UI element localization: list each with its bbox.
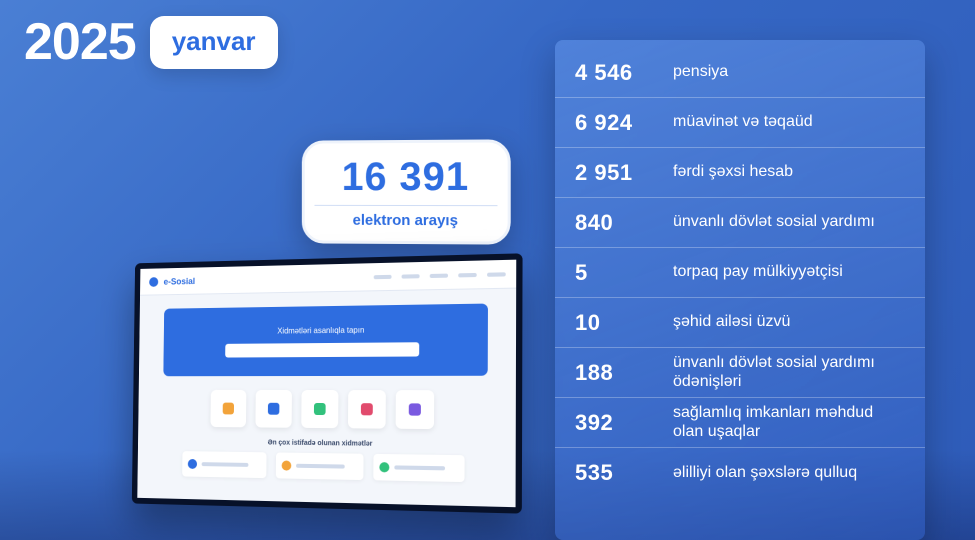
- stat-label: əlilliyi olan şəxslərə qulluq: [673, 464, 857, 482]
- card-text: [202, 462, 249, 467]
- service-tile: [396, 390, 435, 429]
- stat-row: 6 924 müavinət və təqaüd: [555, 98, 925, 148]
- monitor-mock: e-Sosial Xidmətləri asanlıqla tapın Ən ç…: [132, 253, 523, 513]
- stat-row: 2 951 fərdi şəxsi hesab: [555, 148, 925, 198]
- site-topbar: e-Sosial: [140, 260, 516, 296]
- stats-panel: 4 546 pensiya 6 924 müavinət və təqaüd 2…: [555, 40, 925, 540]
- total-value: 16 391: [314, 157, 497, 197]
- site-nav: [374, 272, 506, 279]
- stat-row: 392 sağlamlıq imkanları məhdud olan uşaq…: [555, 398, 925, 448]
- stat-value: 10: [575, 310, 673, 336]
- card-icon: [282, 461, 292, 471]
- tile-icon: [409, 403, 421, 415]
- service-tile: [210, 390, 246, 428]
- stat-label: fərdi şəxsi hesab: [673, 163, 793, 181]
- nav-item: [458, 272, 477, 276]
- total-badge: 16 391 elektron arayış: [302, 139, 511, 244]
- stat-value: 6 924: [575, 110, 673, 136]
- section-title: Ən çox istifadə olunan xidmətlər: [138, 438, 516, 450]
- site-brand: e-Sosial: [164, 276, 196, 286]
- nav-item: [430, 273, 448, 277]
- service-card: [182, 451, 266, 478]
- stat-value: 4 546: [575, 60, 673, 86]
- logo-icon: [149, 277, 158, 287]
- stat-label: torpaq pay mülkiyyətçisi: [673, 263, 843, 281]
- header: 2025 yanvar: [24, 12, 278, 72]
- stat-value: 392: [575, 410, 673, 436]
- stat-value: 535: [575, 460, 673, 486]
- stat-value: 2 951: [575, 160, 673, 186]
- service-tile: [348, 390, 386, 429]
- tile-icon: [314, 403, 326, 415]
- card-icon: [188, 459, 197, 469]
- site-hero: Xidmətləri asanlıqla tapın: [163, 304, 487, 377]
- stat-row: 840 ünvanlı dövlət sosial yardımı: [555, 198, 925, 248]
- stat-row: 4 546 pensiya: [555, 48, 925, 98]
- nav-item: [374, 274, 392, 278]
- stat-row: 5 torpaq pay mülkiyyətçisi: [555, 248, 925, 298]
- tile-icon: [223, 403, 234, 415]
- service-card: [276, 452, 364, 480]
- card-text: [296, 464, 345, 469]
- service-card: [373, 454, 464, 482]
- stat-label: ünvanlı dövlət sosial yardımı: [673, 213, 875, 231]
- stat-value: 188: [575, 360, 673, 386]
- nav-item: [487, 272, 506, 277]
- total-label: elektron arayış: [314, 205, 497, 230]
- stat-label: müavinət və təqaüd: [673, 113, 813, 131]
- stat-row: 535 əlilliyi olan şəxslərə qulluq: [555, 448, 925, 498]
- monitor-screen: e-Sosial Xidmətləri asanlıqla tapın Ən ç…: [132, 253, 523, 513]
- hero-title: Xidmətləri asanlıqla tapın: [277, 325, 364, 335]
- stat-label: şəhid ailəsi üzvü: [673, 313, 790, 331]
- month-pill: yanvar: [150, 16, 278, 69]
- card-text: [394, 465, 445, 470]
- service-tile: [301, 390, 338, 428]
- nav-item: [402, 274, 420, 278]
- tile-icon: [268, 403, 280, 415]
- service-cards: [138, 450, 516, 483]
- stat-value: 840: [575, 210, 673, 236]
- stat-row: 188 ünvanlı dövlət sosial yardımı ödəniş…: [555, 348, 925, 398]
- stat-value: 5: [575, 260, 673, 286]
- stat-label: ünvanlı dövlət sosial yardımı ödənişləri: [673, 354, 905, 391]
- tile-row: [138, 390, 516, 430]
- service-tile: [255, 390, 292, 428]
- stat-row: 10 şəhid ailəsi üzvü: [555, 298, 925, 348]
- stat-label: sağlamlıq imkanları məhdud olan uşaqlar: [673, 404, 905, 441]
- card-icon: [379, 462, 389, 472]
- tile-icon: [361, 403, 373, 415]
- stat-label: pensiya: [673, 63, 728, 81]
- year-label: 2025: [24, 12, 136, 72]
- hero-search: [225, 342, 419, 357]
